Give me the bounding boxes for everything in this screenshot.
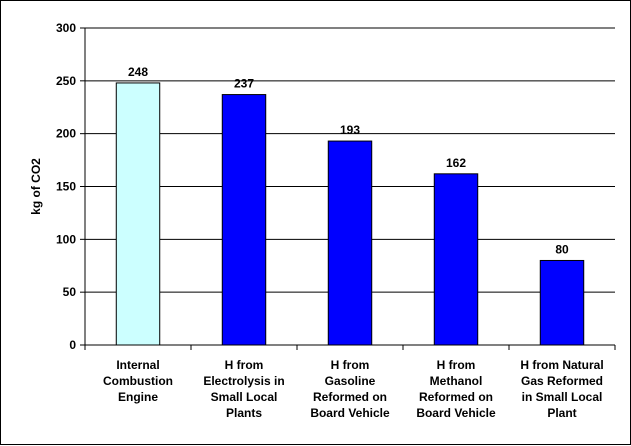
y-tick-labels: 0 50 100 150 200 250 300	[56, 21, 76, 352]
y-tick-label: 0	[69, 338, 76, 352]
data-label: 237	[234, 77, 254, 91]
y-tick-label: 100	[56, 232, 76, 246]
bar	[328, 141, 371, 345]
x-category-label: Internal Combustion Engine	[103, 358, 173, 404]
data-label: 80	[555, 242, 569, 256]
y-axis-title: kg of CO2	[29, 158, 43, 215]
bar	[434, 174, 477, 345]
x-category-label: H from Natural Gas Reformed in Small Local…	[520, 358, 603, 420]
y-tick-label: 250	[56, 74, 76, 88]
bar	[222, 95, 265, 345]
x-category-labels: Internal Combustion Engine H from Electrolys…	[103, 358, 604, 420]
data-label: 162	[446, 156, 466, 170]
y-tick-label: 50	[63, 285, 77, 299]
y-tick-label: 200	[56, 127, 76, 141]
x-category-label: H from Gasoline Reformed on Board Vehicle	[310, 358, 390, 420]
bar	[116, 83, 159, 345]
bar	[540, 260, 583, 345]
x-category-label: H from Electrolysis in Small Local Plants	[203, 358, 284, 420]
x-category-label: H from Methanol Reformed on Board Vehicle	[416, 358, 496, 420]
data-label: 248	[128, 65, 148, 79]
y-tick-label: 150	[56, 180, 76, 194]
y-tick-label: 300	[56, 21, 76, 35]
data-label: 193	[340, 123, 360, 137]
